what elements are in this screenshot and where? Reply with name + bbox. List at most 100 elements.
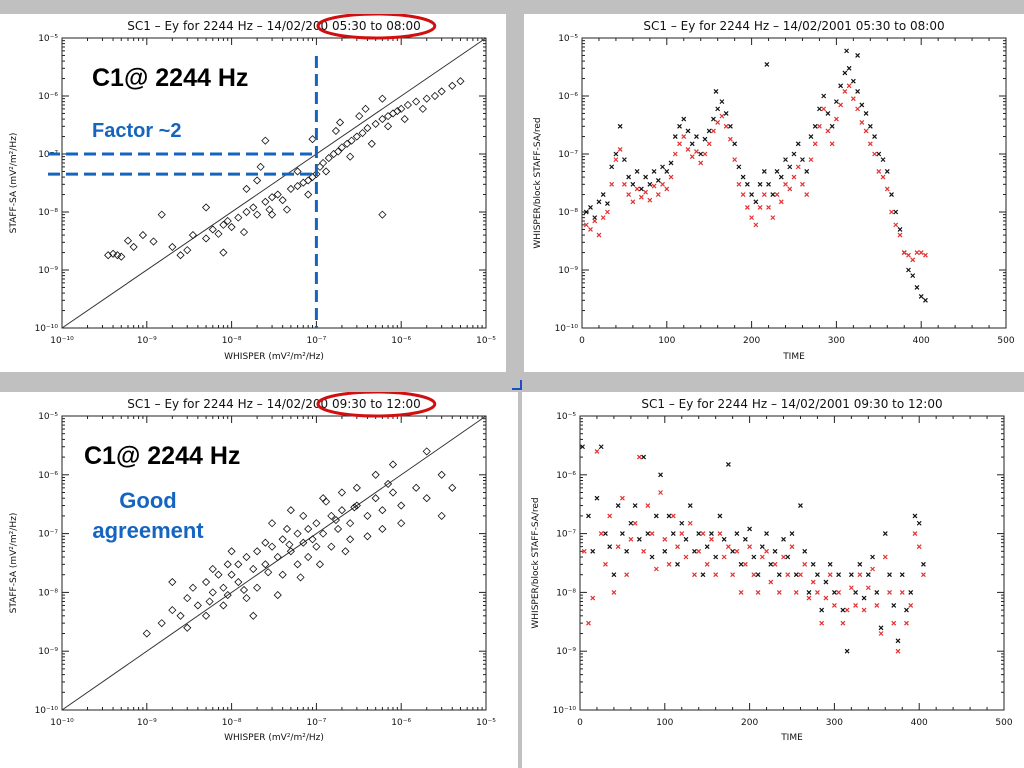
data-point xyxy=(378,210,387,219)
data-point xyxy=(893,222,899,228)
y-tick-label: 10⁻¹⁰ xyxy=(35,324,59,334)
data-point xyxy=(193,601,202,610)
data-point xyxy=(806,595,812,601)
splitter-handle[interactable] xyxy=(512,380,522,390)
data-point xyxy=(142,629,151,638)
data-point xyxy=(617,146,623,152)
data-point xyxy=(908,603,914,608)
data-point xyxy=(721,536,727,542)
data-point xyxy=(764,531,769,537)
data-point xyxy=(117,252,126,261)
data-point xyxy=(219,248,228,257)
data-point xyxy=(227,570,236,579)
data-point xyxy=(188,583,198,592)
x-tick-label: 100 xyxy=(656,718,673,728)
data-point xyxy=(781,554,786,560)
data-point xyxy=(588,204,593,210)
data-point xyxy=(242,184,251,193)
plot-frame xyxy=(61,37,487,329)
data-point xyxy=(249,611,258,620)
data-point xyxy=(850,96,856,102)
data-point xyxy=(327,511,336,520)
bottom-chart-label: C1@ 2244 Hz xyxy=(84,442,241,470)
data-point xyxy=(253,210,262,219)
data-point xyxy=(660,181,665,187)
data-point xyxy=(921,572,926,578)
data-point xyxy=(740,174,746,180)
y-tick-label: 10⁻⁸ xyxy=(38,208,58,218)
data-point xyxy=(768,561,774,567)
data-point xyxy=(725,544,731,550)
data-point xyxy=(253,583,262,592)
data-point xyxy=(744,181,750,187)
data-point xyxy=(899,589,905,595)
data-point xyxy=(448,81,457,90)
data-point xyxy=(906,267,911,273)
bottom-chart-note-line2: agreement xyxy=(92,518,204,543)
data-point xyxy=(732,157,738,163)
data-point xyxy=(785,572,791,578)
data-point xyxy=(157,210,166,219)
data-point xyxy=(662,536,668,542)
data-point xyxy=(430,91,440,101)
data-point xyxy=(880,157,886,163)
data-point xyxy=(363,532,372,541)
data-point xyxy=(923,252,928,258)
data-point xyxy=(219,601,228,610)
data-point xyxy=(346,152,355,161)
data-point xyxy=(653,513,659,519)
data-point xyxy=(234,577,243,587)
data-point xyxy=(670,513,676,519)
data-point xyxy=(227,222,236,232)
data-point xyxy=(749,192,755,197)
data-point xyxy=(910,273,916,279)
data-point xyxy=(267,519,277,528)
data-point xyxy=(897,232,903,238)
data-point xyxy=(798,572,803,578)
data-point xyxy=(611,589,617,595)
data-point xyxy=(821,106,827,112)
y-tick-label: 10⁻⁹ xyxy=(558,266,578,276)
x-tick-label: 10⁻⁹ xyxy=(137,718,157,728)
data-point xyxy=(923,297,928,303)
data-point xyxy=(787,186,793,192)
data-point xyxy=(286,506,295,515)
data-point xyxy=(149,237,158,246)
x-tick-label: 10⁻⁵ xyxy=(476,718,496,728)
data-point xyxy=(634,169,640,174)
data-point xyxy=(617,123,623,129)
data-point xyxy=(341,547,350,556)
data-point xyxy=(261,560,270,569)
data-point xyxy=(321,167,331,176)
data-point xyxy=(698,151,704,157)
y-tick-label: 10⁻⁷ xyxy=(558,150,578,160)
chart-time-top: SC1 – Ey for 2244 Hz – 14/02/2001 05:30 … xyxy=(533,19,1015,362)
chart-scatter-bottom: SC1 – Ey for 2244 Hz – 14/02/200 09:30 t… xyxy=(9,392,496,743)
y-axis-label: WHISPER/block STAFF-SA/red xyxy=(533,117,543,248)
data-point xyxy=(361,104,370,113)
chart-title-prefix: SC1 – Ey for 2244 Hz – 14/02/200 xyxy=(127,397,332,411)
data-point xyxy=(706,141,712,147)
data-point xyxy=(681,134,687,139)
data-point xyxy=(679,520,685,526)
x-tick-label: 300 xyxy=(828,336,845,346)
data-point xyxy=(840,620,846,626)
data-point xyxy=(884,186,890,192)
y-axis-label: STAFF-SA (mV²/m²/Hz) xyxy=(9,513,19,614)
data-point xyxy=(910,257,916,263)
data-point xyxy=(324,154,333,163)
data-point xyxy=(261,136,270,145)
data-point xyxy=(692,572,697,578)
data-point xyxy=(418,104,427,113)
data-point xyxy=(600,192,606,197)
data-point xyxy=(770,215,776,221)
chart-title: SC1 – Ey for 2244 Hz – 14/02/2001 05:30 … xyxy=(643,19,944,33)
data-point xyxy=(605,209,610,215)
data-point xyxy=(333,147,343,156)
data-point xyxy=(916,544,922,550)
data-point xyxy=(378,115,387,124)
data-point xyxy=(802,561,808,567)
data-point xyxy=(666,513,672,519)
data-point xyxy=(208,588,217,597)
data-point xyxy=(636,454,642,460)
